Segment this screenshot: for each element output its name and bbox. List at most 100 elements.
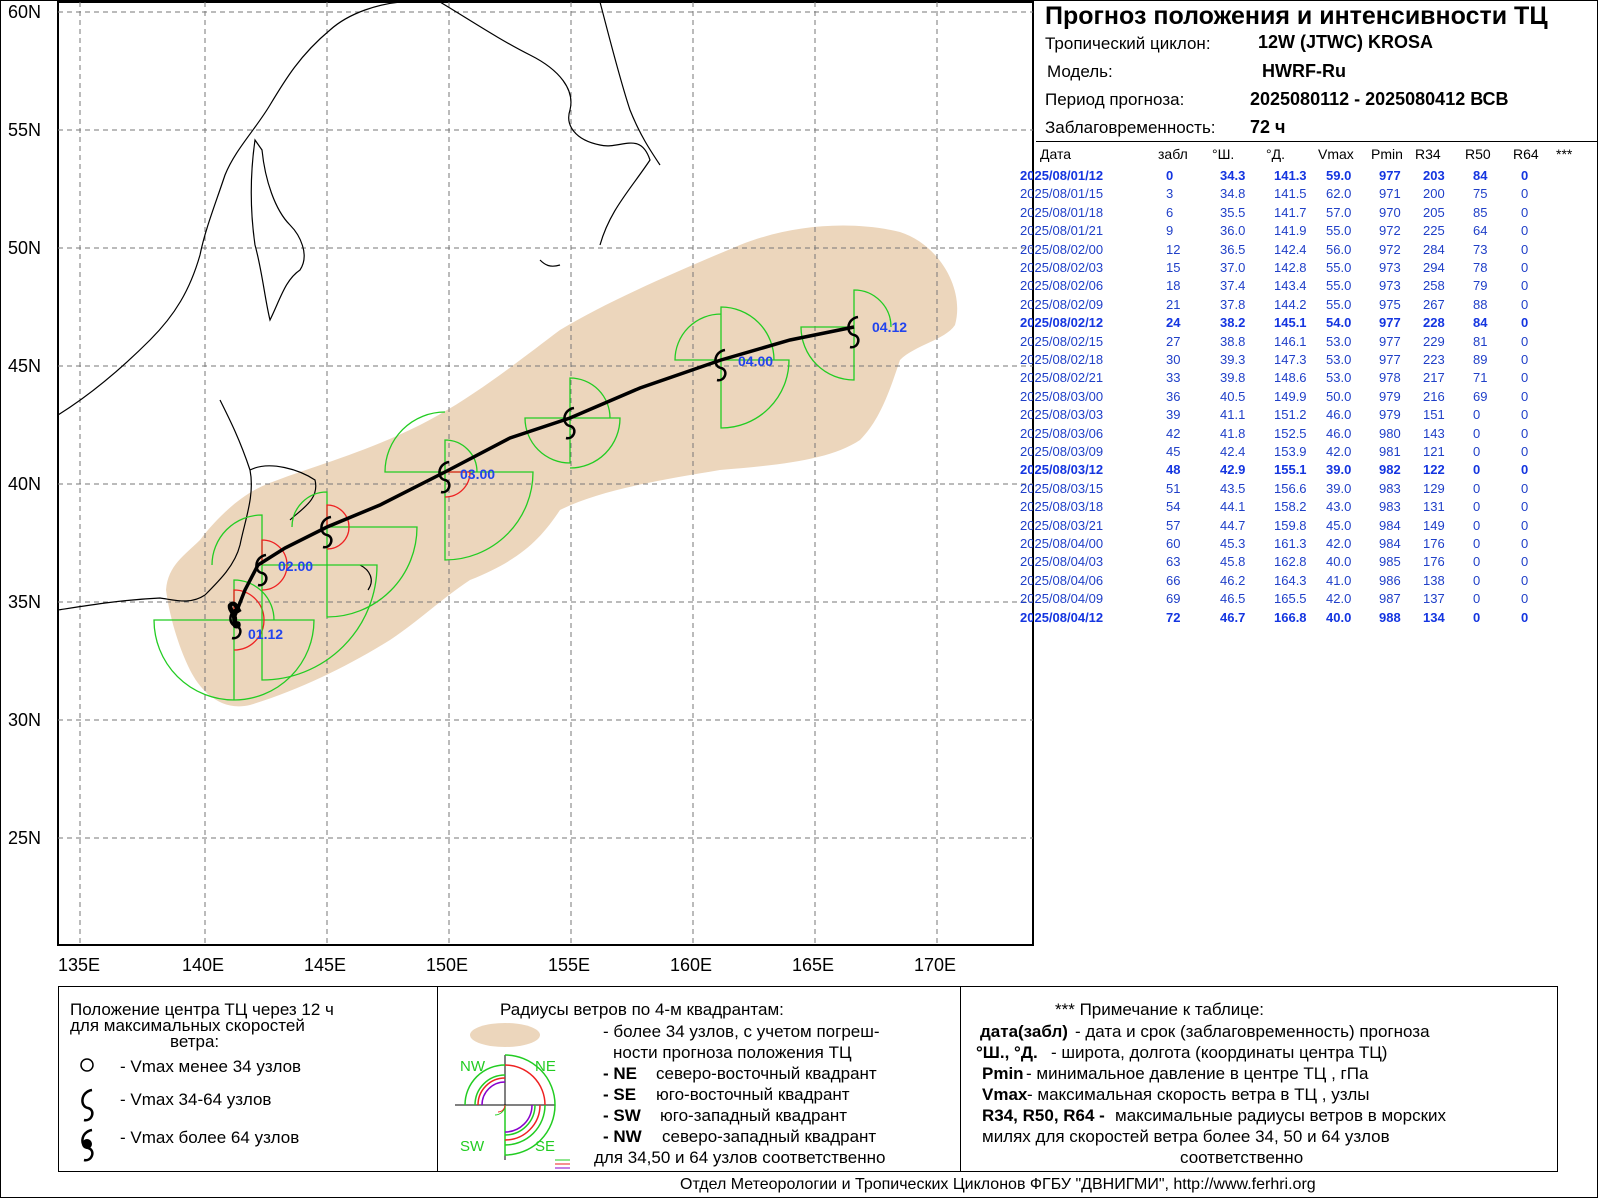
table-cell-pmin: 981 bbox=[1379, 444, 1401, 459]
table-cell-lon: 155.1 bbox=[1274, 462, 1307, 478]
legend-sw-text: юго-западный квадрант bbox=[660, 1106, 848, 1125]
table-cell-lead: 18 bbox=[1166, 278, 1181, 294]
footer-credit[interactable]: Отдел Метеорологии и Тропических Циклоно… bbox=[680, 1176, 1316, 1193]
table-cell-r50: 81 bbox=[1473, 333, 1488, 349]
table-cell-lead: 39 bbox=[1166, 407, 1181, 423]
table-cell-lead: 0 bbox=[1166, 168, 1174, 183]
table-cell-lon: 142.8 bbox=[1274, 260, 1307, 275]
table-cell-lon: 156.6 bbox=[1274, 480, 1307, 496]
cyclone-icon bbox=[320, 515, 333, 549]
table-cell-pmin: 977 bbox=[1379, 352, 1401, 367]
table-cell-r50: 84 bbox=[1473, 315, 1488, 331]
table-cell-r64: 0 bbox=[1521, 186, 1529, 202]
circle-icon bbox=[80, 1058, 94, 1072]
lat-label: 30N bbox=[8, 710, 42, 730]
table-cell-vmax: 54.0 bbox=[1326, 315, 1352, 331]
table-cell-pmin: 972 bbox=[1379, 241, 1401, 257]
table-cell-date: 2025/08/03/00 bbox=[1020, 388, 1104, 404]
table-cell-lead: 15 bbox=[1166, 260, 1181, 275]
table-cell-r64: 0 bbox=[1521, 260, 1529, 275]
table-cell-lat: 44.7 bbox=[1220, 517, 1246, 533]
table-cell-pmin: 979 bbox=[1379, 407, 1401, 423]
table-header-cell: °Д. bbox=[1266, 146, 1285, 162]
table-cell-r64: 0 bbox=[1521, 536, 1529, 551]
table-cell-pmin: 977 bbox=[1379, 315, 1401, 331]
table-cell-r50: 0 bbox=[1473, 517, 1481, 533]
table-cell-lead: 45 bbox=[1166, 444, 1181, 459]
legend-se-key: - SE bbox=[603, 1085, 637, 1104]
table-cell-r50: 0 bbox=[1473, 425, 1481, 441]
table-cell-pmin: 982 bbox=[1379, 462, 1401, 478]
table-cell-r34: 131 bbox=[1423, 499, 1445, 515]
note-text: соответственно bbox=[1180, 1148, 1304, 1167]
table-cell-lon: 158.2 bbox=[1274, 499, 1307, 515]
table-cell-date: 2025/08/03/12 bbox=[1020, 462, 1104, 478]
note-key: °Ш., °Д. bbox=[976, 1043, 1038, 1062]
table-cell-lead: 42 bbox=[1166, 425, 1181, 441]
table-cell-r34: 151 bbox=[1423, 407, 1445, 423]
lat-label: 55N bbox=[8, 120, 42, 140]
table-cell-date: 2025/08/02/12 bbox=[1020, 315, 1104, 331]
table-cell-lat: 42.9 bbox=[1220, 462, 1246, 478]
table-cell-date: 2025/08/01/12 bbox=[1020, 168, 1104, 183]
table-cell-pmin: 977 bbox=[1379, 168, 1401, 183]
table-cell-r34: 134 bbox=[1423, 609, 1445, 625]
table-cell-lon: 141.7 bbox=[1274, 204, 1307, 220]
table-cell-r50: 64 bbox=[1473, 223, 1488, 239]
note-key: R34, R50, R64 - bbox=[982, 1106, 1105, 1125]
legend-left-title: Положение центра ТЦ через 12 ч bbox=[70, 1000, 334, 1019]
table-cell-date: 2025/08/04/00 bbox=[1020, 536, 1104, 551]
table-cell-date: 2025/08/02/18 bbox=[1020, 352, 1104, 367]
table-cell-r50: 78 bbox=[1473, 260, 1488, 275]
table-header-cell: R34 bbox=[1415, 146, 1441, 162]
cyclone-icon bbox=[563, 406, 576, 440]
model-value: HWRF-Ru bbox=[1262, 61, 1346, 81]
table-cell-r34: 137 bbox=[1423, 591, 1445, 607]
header-divider bbox=[1036, 141, 1598, 142]
cyclone-icon bbox=[81, 1088, 94, 1122]
table-cell-lon: 141.3 bbox=[1274, 168, 1307, 183]
table-cell-lat: 37.0 bbox=[1220, 260, 1246, 275]
table-cell-r34: 228 bbox=[1423, 315, 1445, 331]
cyclone-icon bbox=[714, 348, 727, 382]
table-cell-r50: 84 bbox=[1473, 168, 1488, 183]
table-cell-vmax: 46.0 bbox=[1326, 407, 1352, 423]
table-cell-date: 2025/08/01/15 bbox=[1020, 186, 1104, 202]
table-cell-pmin: 980 bbox=[1379, 425, 1401, 441]
table-cell-r64: 0 bbox=[1521, 499, 1529, 515]
table-cell-lat: 34.8 bbox=[1220, 186, 1246, 202]
legend-sw-key: - SW bbox=[603, 1106, 641, 1125]
quadrant-nw-label: NW bbox=[460, 1058, 485, 1075]
table-cell-r50: 89 bbox=[1473, 352, 1488, 367]
table-cell-r34: 200 bbox=[1423, 186, 1445, 202]
table-cell-lon: 161.3 bbox=[1274, 536, 1307, 551]
period-value: 2025080112 - 2025080412 ВСВ bbox=[1250, 89, 1509, 109]
table-cell-r64: 0 bbox=[1521, 609, 1529, 625]
table-cell-r34: 205 bbox=[1423, 204, 1445, 220]
table-cell-date: 2025/08/02/03 bbox=[1020, 260, 1104, 275]
table-cell-pmin: 987 bbox=[1379, 591, 1401, 607]
table-cell-date: 2025/08/03/09 bbox=[1020, 444, 1104, 459]
table-cell-r50: 0 bbox=[1473, 536, 1481, 551]
table-cell-r64: 0 bbox=[1521, 462, 1529, 478]
legend-nw-text: северо-западный квадрант bbox=[662, 1127, 877, 1146]
table-cell-r50: 0 bbox=[1473, 591, 1481, 607]
table-cell-lead: 72 bbox=[1166, 609, 1181, 625]
table-cell-vmax: 55.0 bbox=[1326, 260, 1352, 275]
table-cell-r64: 0 bbox=[1521, 388, 1529, 404]
table-cell-lead: 30 bbox=[1166, 352, 1181, 367]
table-cell-pmin: 973 bbox=[1379, 278, 1401, 294]
table-cell-lead: 9 bbox=[1166, 223, 1174, 239]
table-cell-date: 2025/08/01/21 bbox=[1020, 223, 1104, 239]
table-cell-lead: 66 bbox=[1166, 572, 1181, 588]
lat-label: 25N bbox=[8, 828, 42, 848]
table-cell-pmin: 983 bbox=[1379, 480, 1401, 496]
table-cell-pmin: 984 bbox=[1379, 536, 1401, 551]
table-cell-date: 2025/08/03/21 bbox=[1020, 517, 1104, 533]
table-cell-vmax: 41.0 bbox=[1326, 572, 1352, 588]
legend-item: - Vmax 34-64 узлов bbox=[120, 1090, 272, 1109]
table-cell-r64: 0 bbox=[1521, 407, 1529, 423]
table-cell-lat: 42.4 bbox=[1220, 444, 1246, 459]
table-cell-lat: 37.8 bbox=[1220, 296, 1246, 312]
table-cell-lon: 164.3 bbox=[1274, 572, 1307, 588]
